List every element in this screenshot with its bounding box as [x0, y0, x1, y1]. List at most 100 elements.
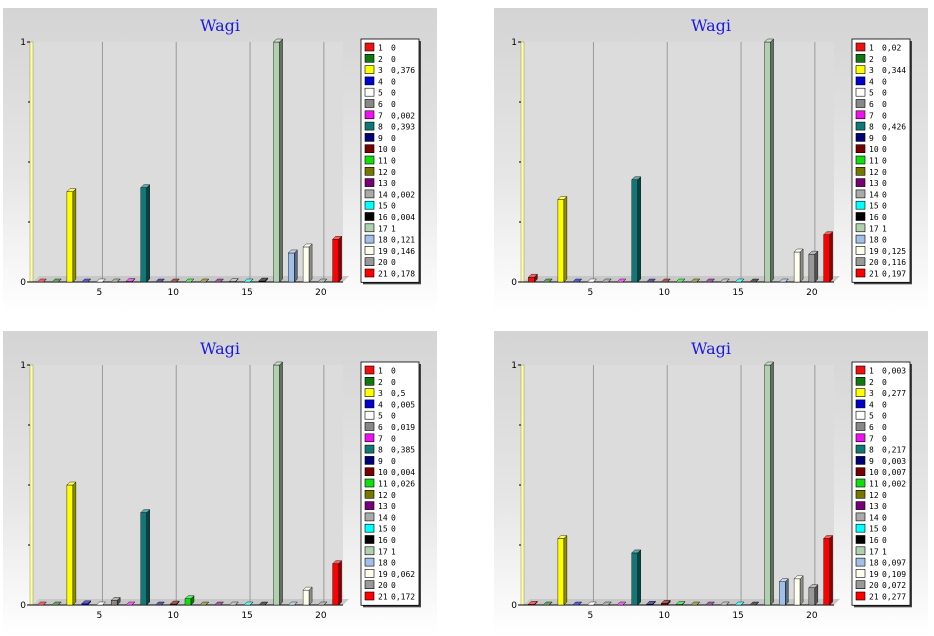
legend-item-label: 3 — [869, 389, 874, 398]
legend-item-label: 7 — [378, 434, 383, 443]
legend-item-label: 8 — [378, 123, 383, 132]
legend-swatch — [856, 77, 865, 85]
legend-item-value: 0 — [391, 168, 396, 177]
legend-item-label: 3 — [378, 66, 383, 75]
legend-item-label: 13 — [378, 179, 388, 188]
legend-item-value: 0,146 — [391, 247, 415, 256]
legend-item-label: 12 — [378, 168, 388, 177]
legend-swatch — [365, 423, 374, 431]
legend-item-value: 0 — [882, 236, 887, 245]
legend-item-value: 0 — [391, 457, 396, 466]
legend-item-value: 1 — [882, 547, 887, 556]
legend-item-value: 0 — [882, 157, 887, 166]
legend-swatch — [856, 269, 865, 277]
bar-18 — [288, 250, 297, 282]
legend-item-label: 16 — [378, 213, 388, 222]
legend-swatch — [856, 145, 865, 153]
legend-item-value: 0,277 — [882, 389, 906, 398]
legend-swatch — [365, 377, 374, 385]
legend-swatch — [856, 54, 865, 62]
legend-item-label: 8 — [378, 446, 383, 455]
legend-item-label: 17 — [869, 224, 879, 233]
bar-11 — [185, 596, 194, 605]
legend-swatch — [856, 468, 865, 476]
bar-side — [280, 39, 283, 282]
legend-item-value: 0,197 — [882, 270, 906, 279]
legend-swatch — [856, 581, 865, 589]
legend-swatch — [365, 66, 374, 74]
legend-item-value: 0 — [882, 55, 887, 64]
legend-item-value: 0,005 — [391, 400, 415, 409]
bar-front — [765, 42, 771, 282]
legend-item-value: 0 — [391, 157, 396, 166]
legend-item-label: 10 — [869, 145, 879, 154]
legend-swatch — [856, 133, 865, 141]
legend-swatch — [365, 156, 374, 164]
legend-item-label: 11 — [378, 480, 388, 489]
legend-swatch — [365, 179, 374, 187]
legend-item-value: 0,004 — [391, 468, 415, 477]
legend-item-label: 3 — [869, 66, 874, 75]
x-tick-label: 5 — [588, 288, 594, 298]
legend-item-value: 0,5 — [391, 389, 406, 398]
legend-item-label: 9 — [378, 134, 383, 143]
legend-swatch — [856, 88, 865, 96]
bar-17 — [274, 39, 283, 282]
legend-item-label: 1 — [378, 44, 383, 53]
x-tick-label: 15 — [732, 288, 743, 298]
legend-swatch — [856, 400, 865, 408]
legend-item-label: 20 — [869, 258, 879, 267]
bar-front — [765, 365, 771, 605]
legend-item-value: 0 — [882, 89, 887, 98]
x-tick-label: 15 — [732, 611, 743, 621]
legend-item-value: 0 — [391, 179, 396, 188]
legend-swatch — [365, 190, 374, 198]
x-tick-label: 20 — [315, 288, 327, 298]
legend-item-value: 0,125 — [882, 247, 906, 256]
legend-swatch — [365, 400, 374, 408]
bar-20 — [809, 251, 818, 282]
bar-19 — [303, 587, 312, 605]
bar-17 — [765, 39, 774, 282]
legend-swatch — [856, 100, 865, 108]
bar-17 — [274, 362, 283, 605]
x-tick-label: 15 — [241, 288, 252, 298]
legend-swatch — [856, 547, 865, 555]
x-tick-label: 5 — [588, 611, 594, 621]
legend-item-value: 0 — [882, 179, 887, 188]
legend-swatch — [856, 258, 865, 266]
legend-item-label: 4 — [378, 400, 383, 409]
bar-side — [280, 362, 283, 605]
bar-front — [632, 180, 638, 282]
legend-swatch — [365, 167, 374, 175]
legend-item-value: 0,019 — [391, 423, 415, 432]
legend-item-value: 0 — [391, 145, 396, 154]
legend-swatch — [856, 201, 865, 209]
legend-swatch — [365, 258, 374, 266]
bar-front — [141, 513, 147, 605]
legend-item-label: 2 — [869, 378, 874, 387]
legend-swatch — [856, 490, 865, 498]
legend-item-value: 1 — [882, 224, 887, 233]
legend-item-value: 0 — [391, 202, 396, 211]
bar-front — [809, 588, 815, 605]
legend-item-value: 0 — [882, 100, 887, 109]
legend-item-label: 3 — [378, 389, 383, 398]
bar-front — [274, 42, 280, 282]
legend-swatch — [365, 479, 374, 487]
bar-side — [638, 550, 641, 605]
legend-swatch — [856, 122, 865, 130]
legend-item-value: 0,026 — [391, 480, 415, 489]
legend-swatch — [856, 513, 865, 521]
legend-item-label: 20 — [869, 581, 879, 590]
legend-item-value: 0 — [391, 44, 396, 53]
legend-item-label: 17 — [378, 224, 388, 233]
legend-item-label: 7 — [869, 111, 874, 120]
legend-item-label: 12 — [869, 168, 879, 177]
legend-item-value: 0 — [882, 213, 887, 222]
legend-swatch — [365, 592, 374, 600]
legend-item-value: 0 — [882, 412, 887, 421]
y-tick-label: 1 — [511, 361, 517, 371]
legend-item-label: 15 — [869, 202, 879, 211]
